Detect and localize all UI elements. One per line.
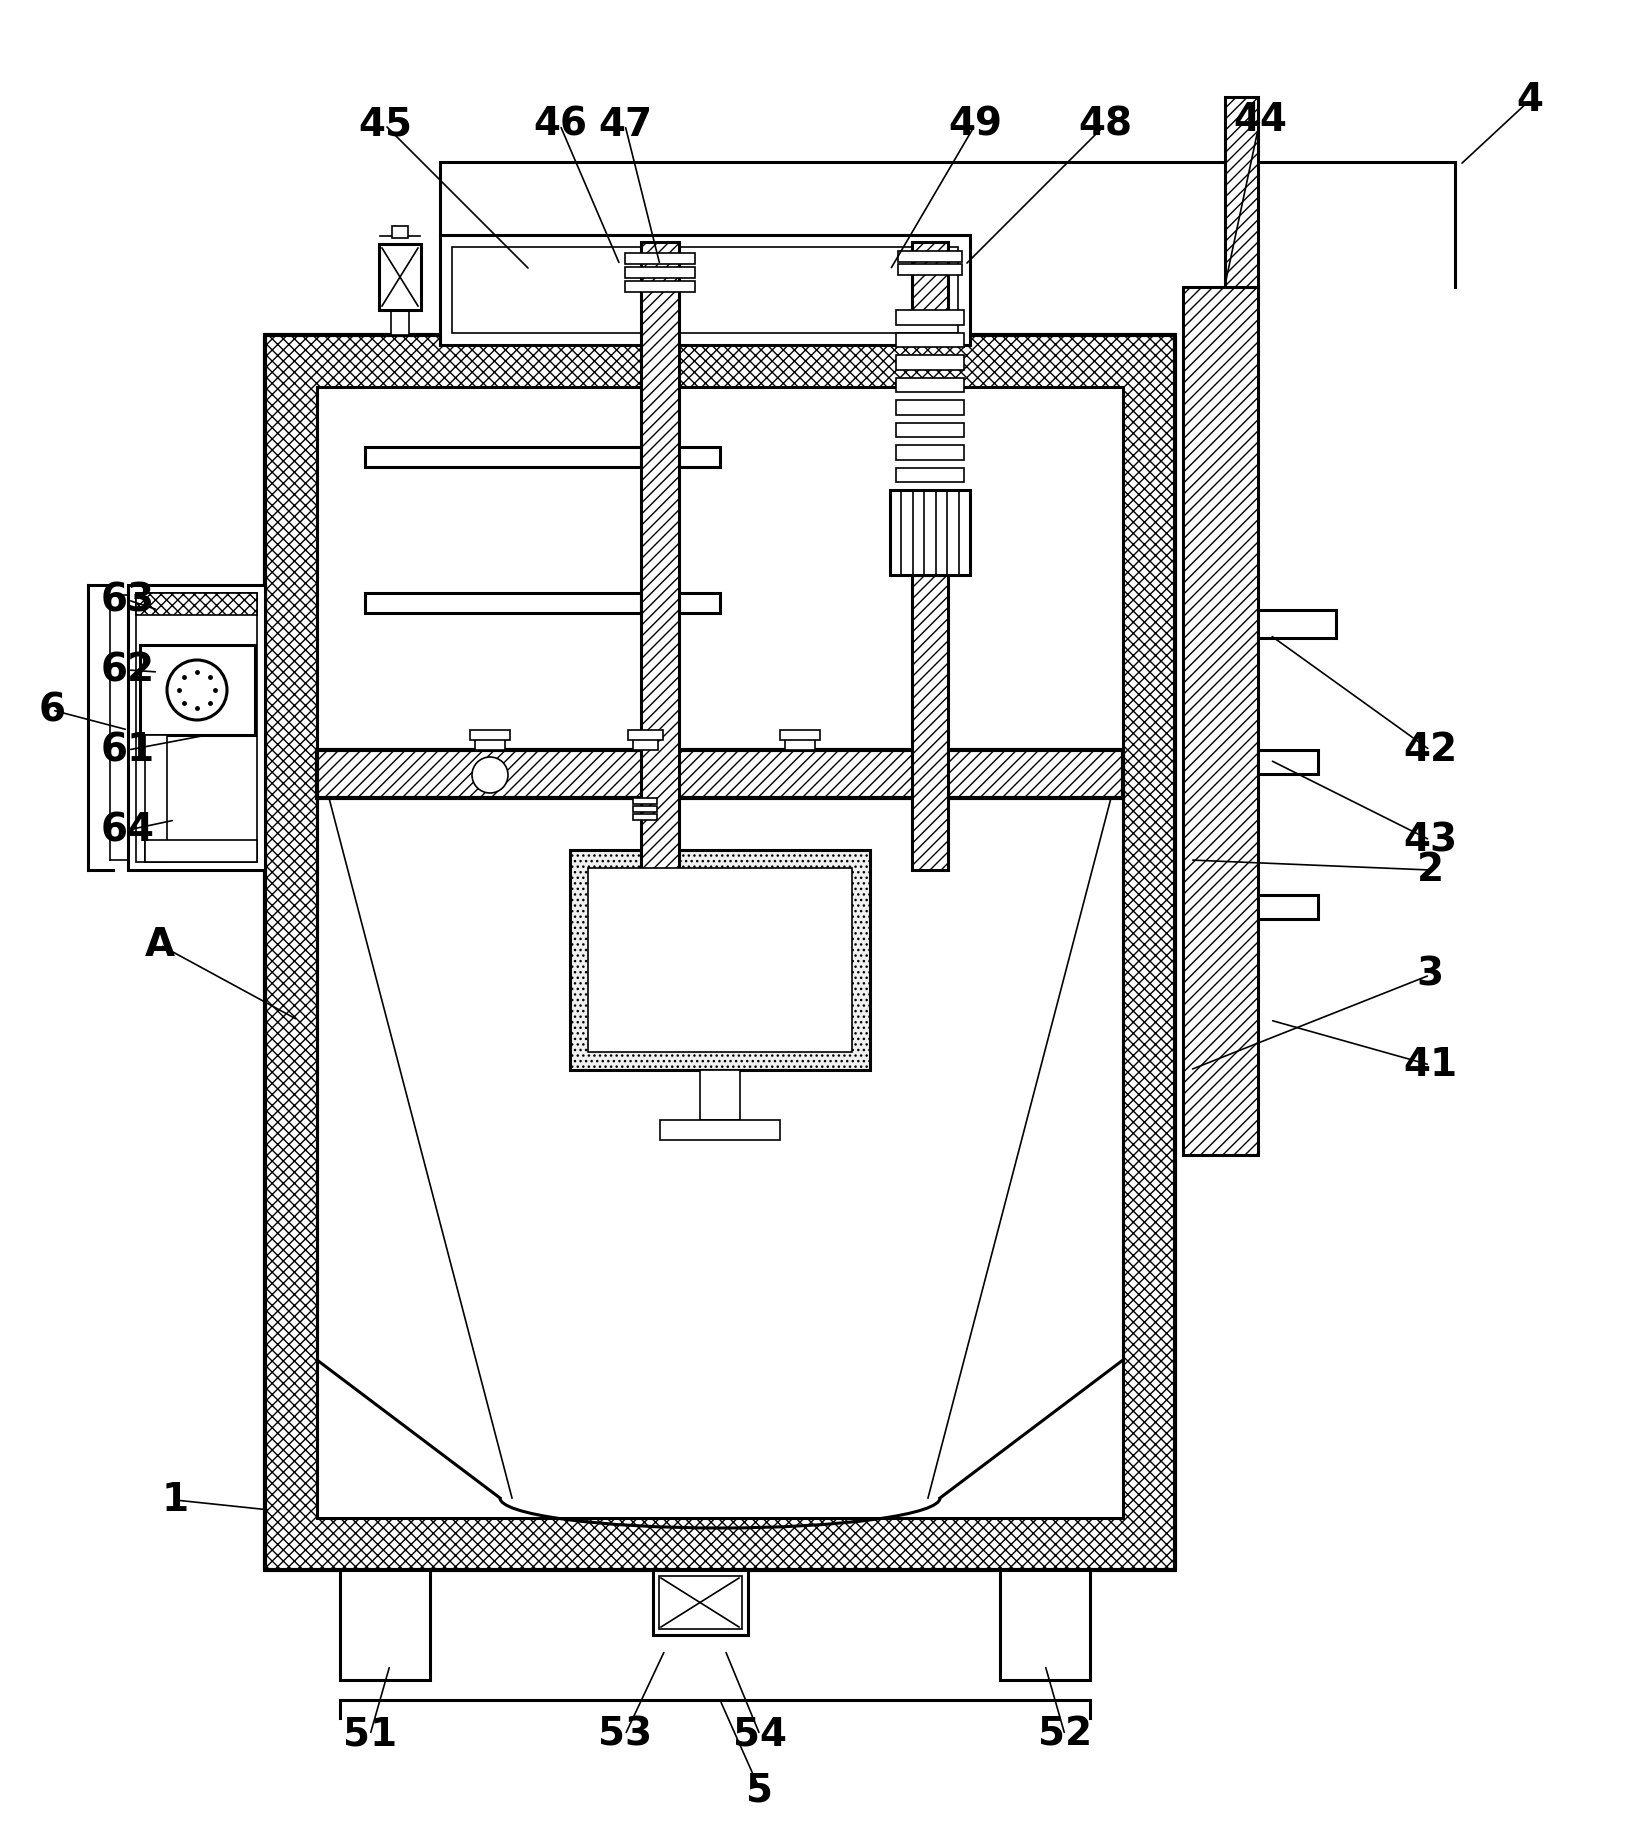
Bar: [634, 815, 656, 820]
Bar: [634, 806, 656, 811]
Text: 2: 2: [1417, 851, 1443, 890]
Bar: [626, 281, 696, 292]
Bar: [896, 332, 964, 346]
Text: 43: 43: [1403, 820, 1456, 859]
Bar: [318, 386, 1122, 1519]
Text: 3: 3: [1417, 955, 1443, 994]
Bar: [679, 592, 720, 613]
Bar: [318, 749, 1122, 798]
Bar: [440, 235, 969, 345]
Circle shape: [168, 660, 226, 720]
Bar: [135, 592, 257, 614]
Text: 53: 53: [598, 1715, 652, 1754]
Bar: [391, 310, 409, 335]
Bar: [896, 310, 964, 324]
Text: 45: 45: [358, 106, 412, 144]
Text: 4: 4: [1517, 80, 1544, 118]
Text: 44: 44: [1233, 100, 1287, 139]
Bar: [145, 735, 168, 862]
Bar: [896, 377, 964, 392]
Bar: [1258, 611, 1336, 638]
Bar: [640, 242, 679, 870]
Bar: [1000, 1570, 1090, 1681]
Bar: [896, 445, 964, 459]
Text: A: A: [145, 926, 174, 964]
Bar: [476, 738, 505, 749]
Bar: [140, 645, 256, 735]
Bar: [145, 840, 257, 862]
Bar: [896, 399, 964, 414]
Text: 48: 48: [1078, 106, 1132, 144]
Bar: [780, 729, 819, 740]
Text: 52: 52: [1038, 1715, 1091, 1754]
Bar: [588, 868, 852, 1052]
Bar: [898, 264, 963, 275]
Text: 61: 61: [101, 731, 155, 769]
Bar: [393, 226, 407, 239]
Text: 51: 51: [344, 1715, 397, 1754]
Bar: [896, 355, 964, 370]
Bar: [898, 252, 963, 263]
Text: 6: 6: [39, 691, 65, 729]
Bar: [912, 242, 948, 321]
Bar: [634, 738, 658, 749]
Text: 62: 62: [101, 651, 155, 689]
Text: 1: 1: [161, 1480, 189, 1519]
Text: 41: 41: [1403, 1046, 1456, 1085]
Bar: [660, 1119, 780, 1139]
Text: 63: 63: [101, 582, 155, 620]
Circle shape: [472, 757, 508, 793]
Bar: [1258, 895, 1318, 919]
Bar: [912, 574, 948, 870]
Bar: [266, 335, 1175, 1570]
Text: 5: 5: [746, 1770, 774, 1808]
Bar: [1258, 749, 1318, 775]
Bar: [471, 729, 510, 740]
Bar: [1183, 286, 1258, 1156]
Bar: [626, 266, 696, 277]
Bar: [129, 585, 266, 870]
Bar: [135, 592, 257, 862]
Bar: [896, 423, 964, 438]
Bar: [570, 850, 870, 1070]
Bar: [340, 1570, 430, 1681]
Bar: [451, 246, 958, 334]
Bar: [889, 490, 969, 574]
Text: 64: 64: [101, 811, 155, 850]
Bar: [380, 244, 420, 310]
Bar: [629, 729, 663, 740]
Bar: [679, 447, 720, 467]
Bar: [365, 592, 640, 613]
Bar: [634, 798, 656, 804]
Text: 54: 54: [733, 1715, 787, 1754]
Text: 47: 47: [598, 106, 652, 144]
Bar: [1225, 97, 1258, 286]
Bar: [626, 253, 696, 264]
Bar: [785, 738, 814, 749]
Text: 46: 46: [533, 106, 586, 144]
Bar: [700, 1070, 740, 1119]
Bar: [653, 1570, 748, 1635]
Bar: [660, 1577, 741, 1630]
Text: 49: 49: [948, 106, 1002, 144]
Text: 42: 42: [1403, 731, 1456, 769]
Bar: [896, 467, 964, 481]
Bar: [365, 447, 640, 467]
